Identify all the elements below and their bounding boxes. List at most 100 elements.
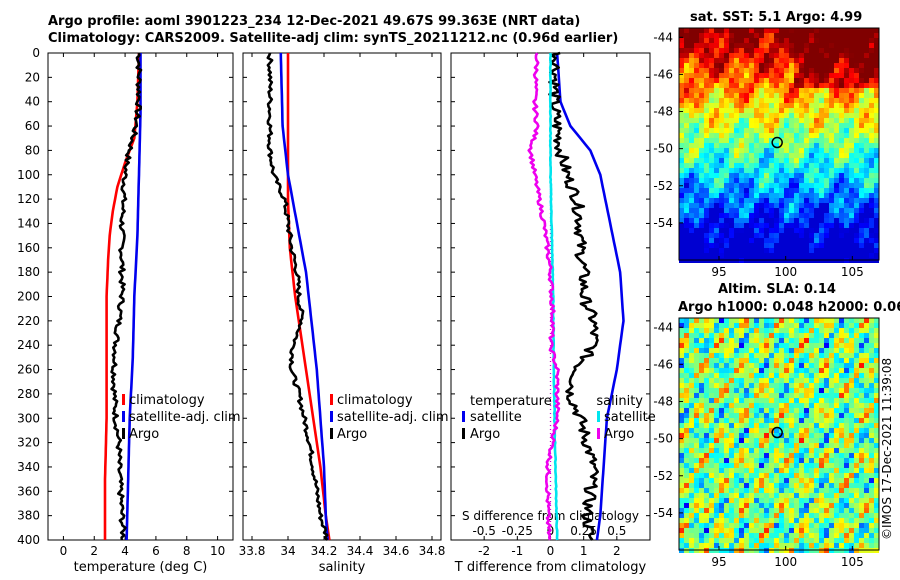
map-cell <box>724 338 729 343</box>
map-cell <box>774 243 779 248</box>
map-cell <box>734 353 739 358</box>
map-cell <box>869 538 874 543</box>
map-cell <box>744 148 749 153</box>
map-cell <box>729 343 734 348</box>
map-cell <box>804 98 809 103</box>
map-cell <box>694 138 699 143</box>
map-cell <box>794 438 799 443</box>
map-cell <box>819 113 824 118</box>
map-cell <box>694 233 699 238</box>
map-cell <box>684 178 689 183</box>
map-cell <box>684 478 689 483</box>
map-cell <box>834 33 839 38</box>
map-cell <box>794 448 799 453</box>
map-cell <box>809 158 814 163</box>
map-cell <box>704 448 709 453</box>
map-cell <box>734 338 739 343</box>
map-cell <box>774 53 779 58</box>
map-cell <box>779 418 784 423</box>
map-cell <box>749 228 754 233</box>
map-cell <box>799 513 804 518</box>
map-cell <box>859 368 864 373</box>
map-cell <box>759 358 764 363</box>
map-cell <box>819 463 824 468</box>
map-cell <box>819 378 824 383</box>
map-cell <box>734 143 739 148</box>
map-cell <box>784 193 789 198</box>
map-cell <box>829 173 834 178</box>
map-cell <box>709 223 714 228</box>
map-cell <box>679 173 684 178</box>
map-cell <box>744 63 749 68</box>
map-cell <box>834 503 839 508</box>
map-cell <box>864 483 869 488</box>
map-cell <box>774 238 779 243</box>
map-cell <box>739 448 744 453</box>
map-cell <box>714 78 719 83</box>
map-cell <box>869 508 874 513</box>
map-cell <box>694 493 699 498</box>
map-cell <box>729 88 734 93</box>
map-cell <box>704 503 709 508</box>
sla-map-title-line1: Altim. SLA: 0.14 <box>718 282 836 297</box>
map-cell <box>839 48 844 53</box>
map-cell <box>769 468 774 473</box>
map-cell <box>694 108 699 113</box>
map-cell <box>694 238 699 243</box>
map-cell <box>824 413 829 418</box>
map-cell <box>759 348 764 353</box>
map-cell <box>829 68 834 73</box>
y-tick-label: 60 <box>25 119 40 133</box>
map-cell <box>729 143 734 148</box>
map-cell <box>804 93 809 98</box>
map-cell <box>704 118 709 123</box>
map-cell <box>714 413 719 418</box>
map-cell <box>719 458 724 463</box>
map-cell <box>774 513 779 518</box>
map-cell <box>819 508 824 513</box>
map-cell <box>809 423 814 428</box>
map-cell <box>819 358 824 363</box>
map-cell <box>754 248 759 253</box>
map-cell <box>779 413 784 418</box>
map-cell <box>804 388 809 393</box>
map-cell <box>769 38 774 43</box>
map-cell <box>729 158 734 163</box>
map-cell <box>694 328 699 333</box>
map-cell <box>859 133 864 138</box>
map-cell <box>814 143 819 148</box>
map-cell <box>779 503 784 508</box>
map-cell <box>784 448 789 453</box>
map-cell <box>764 533 769 538</box>
map-cell <box>714 403 719 408</box>
map-cell <box>739 188 744 193</box>
map-cell <box>734 223 739 228</box>
map-cell <box>869 253 874 258</box>
map-y-tick-label: -50 <box>653 432 673 446</box>
map-cell <box>799 468 804 473</box>
map-cell <box>804 443 809 448</box>
map-cell <box>734 328 739 333</box>
map-cell <box>799 383 804 388</box>
map-cell <box>684 78 689 83</box>
map-cell <box>779 123 784 128</box>
map-cell <box>844 428 849 433</box>
map-cell <box>709 443 714 448</box>
map-cell <box>829 98 834 103</box>
map-cell <box>789 108 794 113</box>
map-cell <box>744 88 749 93</box>
map-cell <box>824 98 829 103</box>
map-cell <box>804 63 809 68</box>
map-cell <box>779 113 784 118</box>
map-cell <box>869 403 874 408</box>
map-cell <box>799 503 804 508</box>
map-cell <box>734 493 739 498</box>
map-cell <box>789 113 794 118</box>
map-cell <box>829 138 834 143</box>
map-cell <box>724 43 729 48</box>
map-cell <box>854 33 859 38</box>
map-cell <box>699 118 704 123</box>
map-cell <box>839 223 844 228</box>
map-cell <box>859 48 864 53</box>
map-cell <box>854 383 859 388</box>
